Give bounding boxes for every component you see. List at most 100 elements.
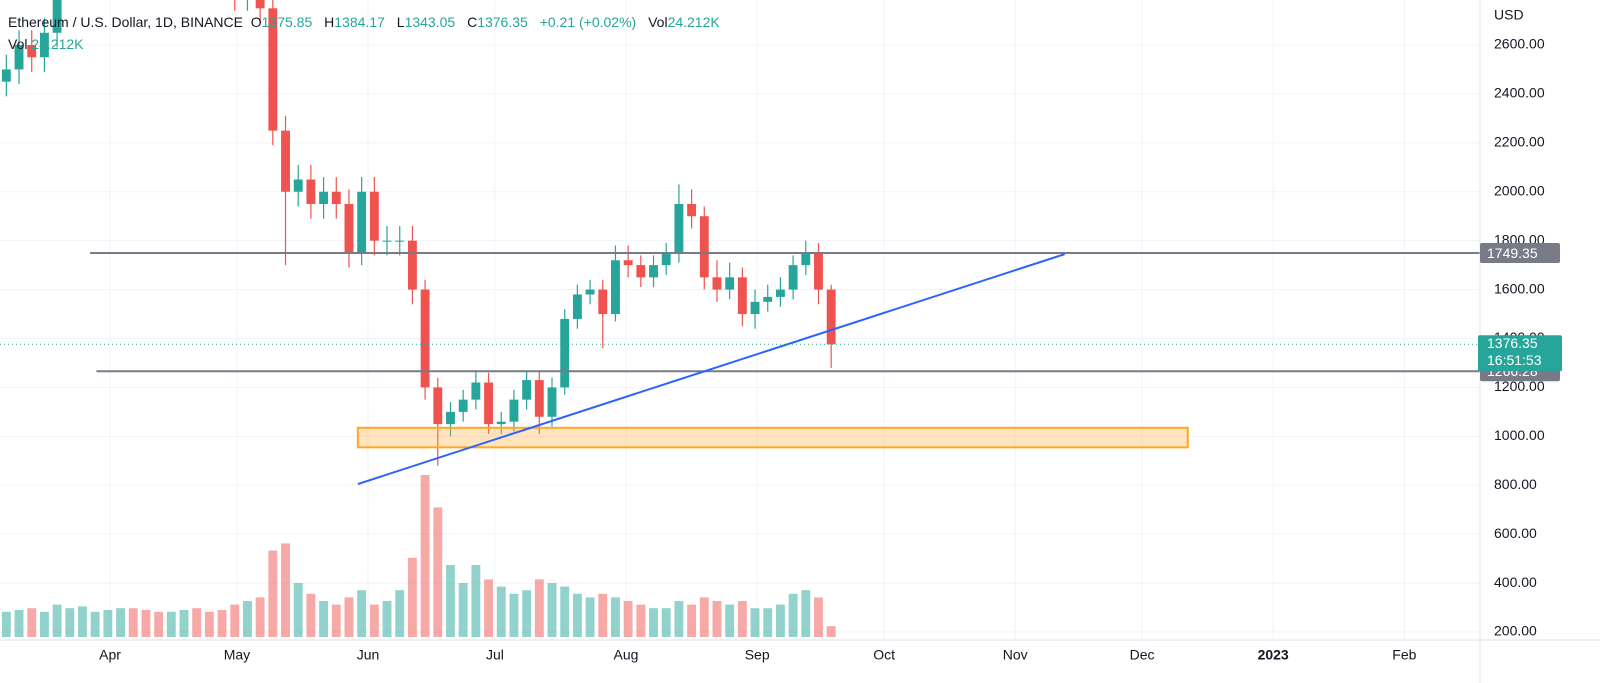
- y-tick-label: 600.00: [1494, 525, 1537, 541]
- x-tick-label: 2023: [1258, 647, 1289, 663]
- volume-bar: [14, 610, 24, 637]
- volume-bar: [103, 610, 113, 637]
- candle-body: [319, 191, 329, 204]
- close: 1376.35: [477, 14, 528, 30]
- y-tick-label: 2400.00: [1494, 85, 1545, 101]
- price-label: 1749.35: [1487, 245, 1538, 261]
- volume-bar: [775, 604, 785, 637]
- y-tick-label: 200.00: [1494, 623, 1537, 639]
- candle-body: [357, 191, 367, 253]
- candle-body: [687, 203, 697, 217]
- grid: [0, 0, 1480, 640]
- volume-bar: [52, 604, 62, 637]
- candle-body: [826, 289, 836, 345]
- candle-body: [446, 411, 455, 425]
- volume-bar: [674, 601, 684, 637]
- candle-body: [801, 252, 811, 266]
- axes: 200.00400.00600.00800.001000.001200.0014…: [99, 36, 1562, 663]
- volume-bar: [763, 608, 773, 637]
- volume-bar: [65, 608, 75, 637]
- volume-bar: [293, 583, 303, 637]
- low: 1343.05: [404, 14, 456, 30]
- symbol: Ethereum / U.S. Dollar, 1D, BINANCE: [8, 14, 243, 30]
- drawings: [0, 252, 1480, 485]
- y-tick-label: 2600.00: [1494, 36, 1545, 52]
- x-tick-label: Oct: [873, 647, 895, 663]
- volume-bar: [78, 606, 87, 637]
- candle-body: [636, 265, 646, 278]
- candle-body: [775, 289, 785, 297]
- volume-bar: [699, 597, 709, 637]
- volume-bar: [446, 565, 455, 637]
- candle-body: [255, 0, 265, 9]
- candle-body: [788, 265, 798, 290]
- volume-bar: [141, 610, 151, 637]
- y-tick-label: 2000.00: [1494, 182, 1545, 198]
- volume-bar: [268, 550, 278, 637]
- candle-body: [420, 289, 430, 388]
- volume: 24.212K: [667, 14, 720, 30]
- volume-bar: [750, 608, 760, 637]
- volume-bar: [471, 565, 481, 637]
- legend-row: Ethereum / U.S. Dollar, 1D, BINANCE O137…: [8, 11, 728, 33]
- label: H: [324, 14, 335, 30]
- volume-bar: [192, 608, 202, 637]
- volume-bar: [661, 608, 671, 637]
- candle-body: [623, 260, 633, 266]
- volume-bar: [547, 583, 557, 637]
- candle-body: [293, 179, 303, 192]
- volume: 24.212K: [31, 36, 84, 52]
- candle-body: [281, 130, 290, 192]
- volume-bar: [636, 604, 646, 637]
- volume-bar: [128, 608, 138, 637]
- label: C: [467, 14, 478, 30]
- volume-bar: [90, 611, 100, 637]
- candle-body: [763, 296, 773, 302]
- y-tick-label: 2200.00: [1494, 134, 1545, 150]
- volume-bar: [306, 593, 316, 637]
- volume-bar: [154, 611, 164, 637]
- last-price-box: [1478, 335, 1562, 372]
- volume-bar: [369, 604, 379, 637]
- volume-bar: [484, 579, 493, 637]
- volume-bar: [737, 601, 747, 637]
- candle-body: [407, 240, 417, 290]
- x-tick-label: Apr: [99, 647, 121, 663]
- volume-bar: [217, 610, 227, 637]
- volume-bar: [611, 597, 620, 637]
- volume-bar: [281, 543, 290, 637]
- candle-body: [382, 240, 392, 242]
- candle-body: [1, 69, 11, 82]
- candle-body: [737, 277, 747, 315]
- volume-bar: [116, 608, 125, 637]
- volume-bar: [801, 590, 811, 637]
- price-label-box: [1480, 243, 1560, 264]
- candle-body: [52, 0, 62, 33]
- volume-bar: [788, 593, 798, 637]
- candle-body: [484, 382, 493, 425]
- label: Vol: [648, 14, 668, 30]
- x-tick-label: Nov: [1003, 647, 1028, 663]
- x-tick-label: Aug: [614, 647, 639, 663]
- volume-bar: [166, 611, 176, 637]
- candle-body: [572, 294, 582, 319]
- x-tick-label: Jun: [357, 647, 380, 663]
- open: 1375.85: [261, 14, 313, 30]
- candle-body: [344, 203, 354, 253]
- volume-bar: [598, 593, 608, 637]
- candle-body: [496, 421, 506, 425]
- candle-body: [522, 380, 532, 400]
- candle-body: [674, 203, 684, 253]
- volume-bar: [39, 611, 49, 637]
- volume-bar: [230, 604, 240, 637]
- volume-bar: [344, 597, 354, 637]
- candle-body: [395, 240, 405, 242]
- candle-body: [27, 45, 37, 58]
- x-tick-label: Sep: [745, 647, 770, 663]
- candle-body: [306, 179, 316, 204]
- volume-bar: [560, 586, 570, 637]
- candle-body: [14, 45, 24, 70]
- volume-bar: [585, 597, 595, 637]
- currency: USD: [1494, 7, 1524, 23]
